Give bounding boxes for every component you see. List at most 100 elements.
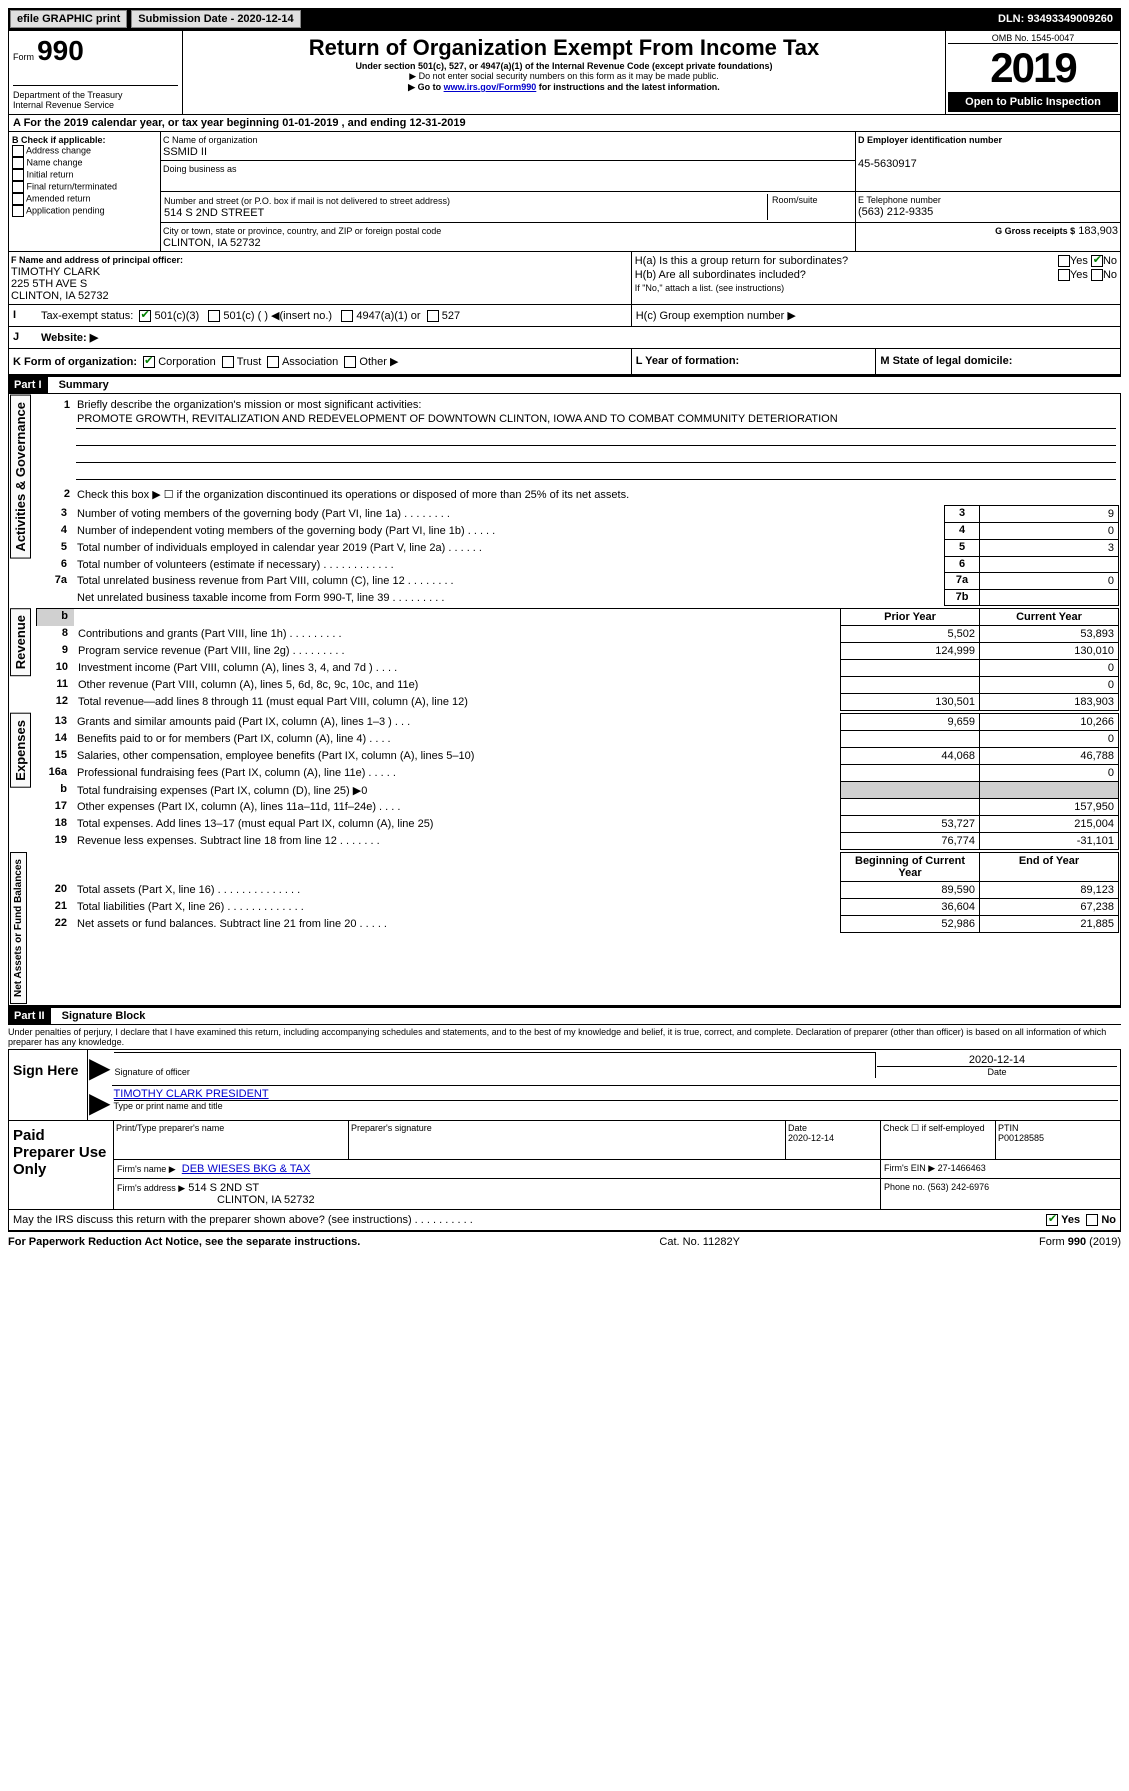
- ha-no[interactable]: [1091, 255, 1103, 267]
- page-footer: For Paperwork Reduction Act Notice, see …: [8, 1231, 1121, 1248]
- b-item-4: Amended return: [26, 193, 91, 203]
- prep-date: 2020-12-14: [788, 1133, 834, 1143]
- hc-label: H(c) Group exemption number ▶: [631, 305, 1120, 327]
- j-label: Website: ▶: [41, 332, 98, 344]
- check-final-return[interactable]: [12, 181, 24, 193]
- goto-post: for instructions and the latest informat…: [536, 82, 720, 92]
- ein-value: 45-5630917: [858, 158, 917, 170]
- top-bar: efile GRAPHIC print Submission Date - 20…: [8, 8, 1121, 30]
- irs-link[interactable]: www.irs.gov/Form990: [444, 82, 537, 92]
- firm-addr2: CLINTON, IA 52732: [117, 1194, 315, 1206]
- mission-blank-2: [76, 446, 1116, 463]
- check-self-employed[interactable]: Check ☐ if self-employed: [881, 1121, 996, 1160]
- room-suite-label: Room/suite: [768, 194, 854, 220]
- mission-blank-3: [76, 463, 1116, 480]
- ha-label: H(a) Is this a group return for subordin…: [634, 254, 1006, 268]
- hb-yes[interactable]: [1058, 269, 1070, 281]
- discuss-yes[interactable]: [1046, 1214, 1058, 1226]
- hb-yes-lbl: Yes: [1070, 269, 1088, 281]
- addr-label: Number and street (or P.O. box if mail i…: [164, 196, 450, 206]
- pra-notice: For Paperwork Reduction Act Notice, see …: [8, 1236, 360, 1248]
- prep-sig-label: Preparer's signature: [349, 1121, 786, 1160]
- firm-name[interactable]: DEB WIESES BKG & TAX: [182, 1163, 311, 1175]
- paid-prep-label: Paid Preparer Use Only: [9, 1121, 114, 1210]
- check-initial-return[interactable]: [12, 169, 24, 181]
- form-header: Form 990 Department of the Treasury Inte…: [8, 30, 1121, 115]
- part1-subtitle: Summary: [51, 379, 109, 391]
- entity-info-block: B Check if applicable: Address change Na…: [8, 132, 1121, 252]
- e-label: E Telephone number: [858, 195, 941, 205]
- check-501c[interactable]: [208, 310, 220, 322]
- l-label: L Year of formation:: [636, 355, 740, 367]
- may-irs-discuss: May the IRS discuss this return with the…: [9, 1210, 983, 1231]
- firm-ein-label: Firm's EIN ▶: [884, 1163, 935, 1173]
- part1-body: Activities & Governance 1Briefly describ…: [8, 394, 1121, 1006]
- i-4947: 4947(a)(1) or: [356, 310, 420, 322]
- check-address-change[interactable]: [12, 145, 24, 157]
- q2-text: Check this box ▶ ☐ if the organization d…: [76, 480, 1116, 503]
- k-label: K Form of organization:: [13, 356, 137, 368]
- officer-group-block: F Name and address of principal officer:…: [8, 252, 1121, 305]
- form-label: Form: [13, 52, 34, 62]
- officer-addr2: CLINTON, IA 52732: [11, 290, 109, 302]
- ha-yes-lbl: Yes: [1070, 255, 1088, 267]
- mission-blank-1: [76, 429, 1116, 446]
- hb-no[interactable]: [1091, 269, 1103, 281]
- signature-block: Sign Here ▶ Signature of officer 2020-12…: [8, 1049, 1121, 1121]
- side-net: Net Assets or Fund Balances: [10, 852, 27, 1004]
- check-527[interactable]: [427, 310, 439, 322]
- part2-bar: Part II Signature Block: [8, 1006, 1121, 1025]
- officer-name: TIMOTHY CLARK: [11, 266, 100, 278]
- check-app-pending[interactable]: [12, 205, 24, 217]
- g-label: G Gross receipts $: [995, 226, 1075, 236]
- discuss-no[interactable]: [1086, 1214, 1098, 1226]
- check-other[interactable]: [344, 356, 356, 368]
- m-label: M State of legal domicile:: [880, 355, 1012, 367]
- efile-button[interactable]: efile GRAPHIC print: [10, 10, 127, 28]
- dln-label: DLN: 93493349009260: [992, 13, 1119, 25]
- perjury-text: Under penalties of perjury, I declare th…: [8, 1025, 1121, 1049]
- submission-date-button[interactable]: Submission Date - 2020-12-14: [131, 10, 300, 28]
- ssn-note: ▶ Do not enter social security numbers o…: [187, 71, 941, 82]
- discuss-yes-lbl: Yes: [1061, 1214, 1080, 1226]
- ha-yes[interactable]: [1058, 255, 1070, 267]
- sig-officer-label: Signature of officer: [114, 1053, 876, 1079]
- officer-typed-name[interactable]: TIMOTHY CLARK PRESIDENT: [114, 1088, 269, 1100]
- k-corp: Corporation: [158, 356, 215, 368]
- city-state-zip: CLINTON, IA 52732: [163, 237, 261, 249]
- firm-phone-label: Phone no.: [884, 1182, 925, 1192]
- hb-label: H(b) Are all subordinates included?: [634, 268, 1006, 282]
- i-label: Tax-exempt status:: [41, 310, 133, 322]
- firm-addr-label: Firm's address ▶: [117, 1183, 185, 1193]
- line-a-tax-year: A For the 2019 calendar year, or tax yea…: [8, 115, 1121, 132]
- sign-arrow-1: ▶: [88, 1050, 112, 1086]
- check-assoc[interactable]: [267, 356, 279, 368]
- tax-year: 2019: [948, 44, 1118, 92]
- check-trust[interactable]: [222, 356, 234, 368]
- check-amended[interactable]: [12, 193, 24, 205]
- col-current: Current Year: [980, 609, 1119, 626]
- side-revenue: Revenue: [10, 608, 31, 676]
- col-prior: Prior Year: [841, 609, 980, 626]
- dba-label: Doing business as: [163, 164, 237, 174]
- prep-name-label: Print/Type preparer's name: [114, 1121, 349, 1160]
- firm-addr1: 514 S 2ND ST: [188, 1182, 259, 1194]
- check-corp[interactable]: [143, 356, 155, 368]
- phone-value: (563) 212-9335: [858, 206, 933, 218]
- check-name-change[interactable]: [12, 157, 24, 169]
- b-item-5: Application pending: [26, 205, 105, 215]
- sig-date: 2020-12-14: [969, 1054, 1025, 1066]
- col-end: End of Year: [980, 853, 1119, 882]
- check-4947[interactable]: [341, 310, 353, 322]
- part2-title: Part II: [8, 1008, 51, 1024]
- check-501c3[interactable]: [139, 310, 151, 322]
- b-label: B Check if applicable:: [12, 135, 106, 145]
- mission-text: PROMOTE GROWTH, REVITALIZATION AND REDEV…: [76, 412, 1116, 429]
- i-c: 501(c) ( ) ◀(insert no.): [223, 310, 332, 322]
- ptin-value: P00128585: [998, 1133, 1044, 1143]
- side-governance: Activities & Governance: [10, 395, 31, 559]
- f-label: F Name and address of principal officer:: [11, 255, 183, 265]
- ha-no-lbl: No: [1103, 255, 1117, 267]
- firm-phone: (563) 242-6976: [928, 1182, 990, 1192]
- cat-number: Cat. No. 11282Y: [659, 1236, 740, 1248]
